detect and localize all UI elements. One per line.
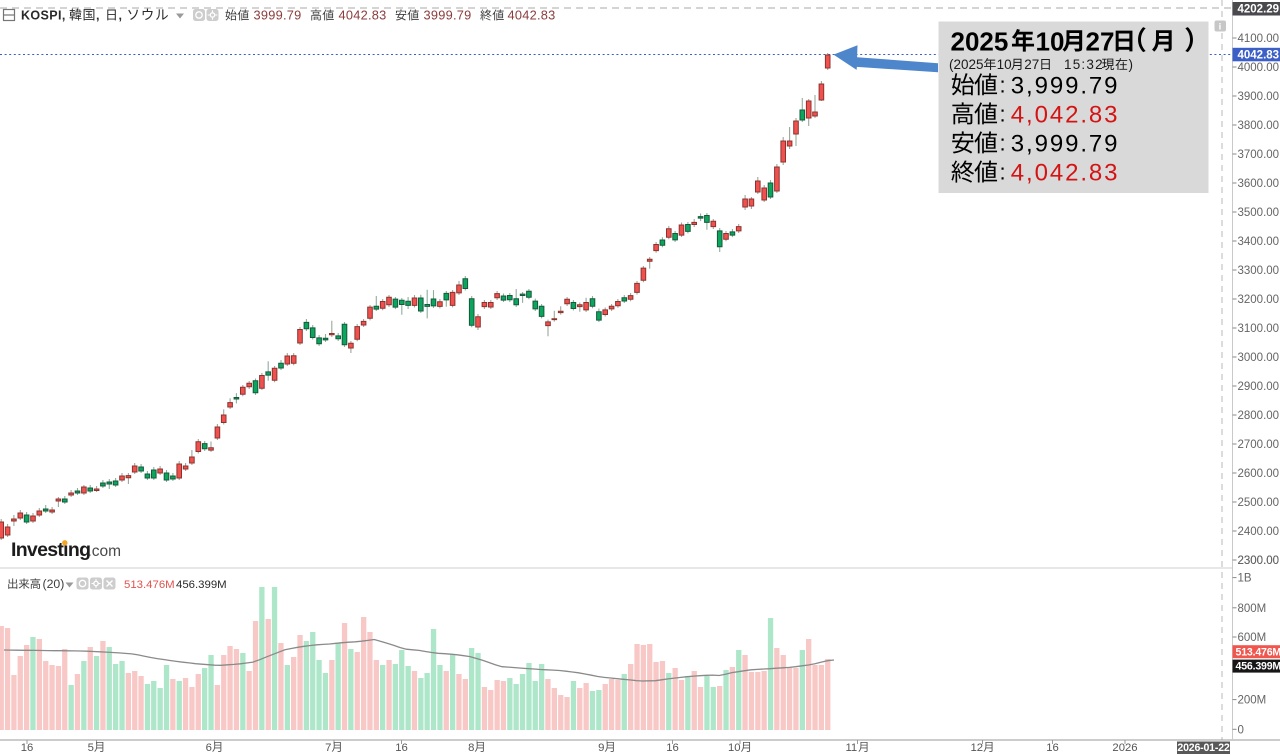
svg-text::: : [1000, 160, 1006, 185]
svg-text:2026: 2026 [1112, 742, 1137, 754]
svg-text:4042.83: 4042.83 [508, 8, 556, 23]
svg-text:513.476M: 513.476M [1236, 646, 1280, 658]
svg-text:27: 27 [1086, 27, 1115, 57]
svg-text:4,042.83: 4,042.83 [1011, 160, 1120, 187]
svg-text:0: 0 [1238, 724, 1244, 736]
svg-text:800M: 800M [1238, 603, 1267, 615]
svg-text:3999.79: 3999.79 [424, 8, 472, 23]
svg-text:4042.83: 4042.83 [339, 8, 387, 23]
svg-text:3500.00: 3500.00 [1238, 207, 1280, 219]
svg-text:3900.00: 3900.00 [1238, 91, 1280, 103]
svg-text::: : [1000, 101, 1006, 126]
svg-text:600M: 600M [1238, 632, 1267, 644]
svg-text:16: 16 [1046, 742, 1059, 754]
svg-text:4000.00: 4000.00 [1238, 62, 1280, 74]
svg-text:16: 16 [395, 742, 408, 754]
svg-text:2300.00: 2300.00 [1238, 555, 1280, 567]
svg-text:7: 7 [325, 742, 331, 754]
svg-text:(2025: (2025 [949, 57, 984, 72]
svg-text:,: , [119, 9, 122, 23]
svg-text:200M: 200M [1238, 695, 1267, 707]
svg-text:3400.00: 3400.00 [1238, 236, 1280, 248]
svg-text:3999.79: 3999.79 [254, 8, 302, 23]
svg-text:456.399M: 456.399M [176, 579, 227, 591]
svg-text:,: , [96, 9, 99, 23]
svg-text:5: 5 [88, 742, 94, 754]
svg-text:(20): (20) [43, 577, 65, 591]
svg-text:Investing: Investing [11, 539, 90, 561]
svg-text:3100.00: 3100.00 [1238, 323, 1280, 335]
svg-text:KOSPI,: KOSPI, [21, 9, 66, 23]
svg-text:3700.00: 3700.00 [1238, 149, 1280, 161]
svg-text:12: 12 [970, 742, 983, 754]
svg-text:2600.00: 2600.00 [1238, 468, 1280, 480]
svg-text:): ) [1129, 57, 1134, 72]
svg-text:10: 10 [728, 742, 741, 754]
svg-text:513.476M: 513.476M [124, 579, 175, 591]
svg-text:3800.00: 3800.00 [1238, 120, 1280, 132]
svg-text:3200.00: 3200.00 [1238, 294, 1280, 306]
svg-text:1B: 1B [1238, 573, 1252, 585]
svg-text:11: 11 [845, 742, 857, 754]
svg-text:10: 10 [997, 57, 1012, 72]
svg-text::: : [1000, 72, 1006, 97]
svg-text:2400.00: 2400.00 [1238, 526, 1280, 538]
svg-text:3,999.79: 3,999.79 [1011, 131, 1120, 158]
svg-text:456.399M: 456.399M [1236, 661, 1280, 673]
svg-text:10: 10 [1036, 27, 1065, 57]
svg-text:16: 16 [21, 742, 34, 754]
svg-text:2025: 2025 [951, 27, 1009, 57]
svg-text:2900.00: 2900.00 [1238, 381, 1280, 393]
svg-text:.com: .com [88, 543, 122, 560]
svg-text:4202.29: 4202.29 [1238, 4, 1280, 16]
svg-text:27: 27 [1024, 57, 1039, 72]
svg-text:2026-01-22: 2026-01-22 [1177, 742, 1229, 754]
svg-text:9: 9 [598, 742, 604, 754]
svg-text:3000.00: 3000.00 [1238, 352, 1280, 364]
svg-text:4100.00: 4100.00 [1238, 33, 1280, 45]
svg-text:2300.00: 2300.00 [1238, 555, 1280, 567]
svg-text:15:32: 15:32 [1064, 57, 1104, 72]
svg-text:3600.00: 3600.00 [1238, 178, 1280, 190]
svg-text:2800.00: 2800.00 [1238, 410, 1280, 422]
svg-text:16: 16 [666, 742, 679, 754]
svg-text:3,999.79: 3,999.79 [1011, 72, 1120, 99]
svg-text:i: i [1219, 22, 1222, 33]
svg-text:2500.00: 2500.00 [1238, 497, 1280, 509]
svg-text:8: 8 [468, 742, 474, 754]
svg-text:3300.00: 3300.00 [1238, 265, 1280, 277]
svg-text:6: 6 [206, 742, 212, 754]
svg-text::: : [1000, 131, 1006, 156]
svg-text:4,042.83: 4,042.83 [1011, 101, 1120, 128]
svg-text:2700.00: 2700.00 [1238, 439, 1280, 451]
svg-text:4042.83: 4042.83 [1238, 50, 1280, 62]
